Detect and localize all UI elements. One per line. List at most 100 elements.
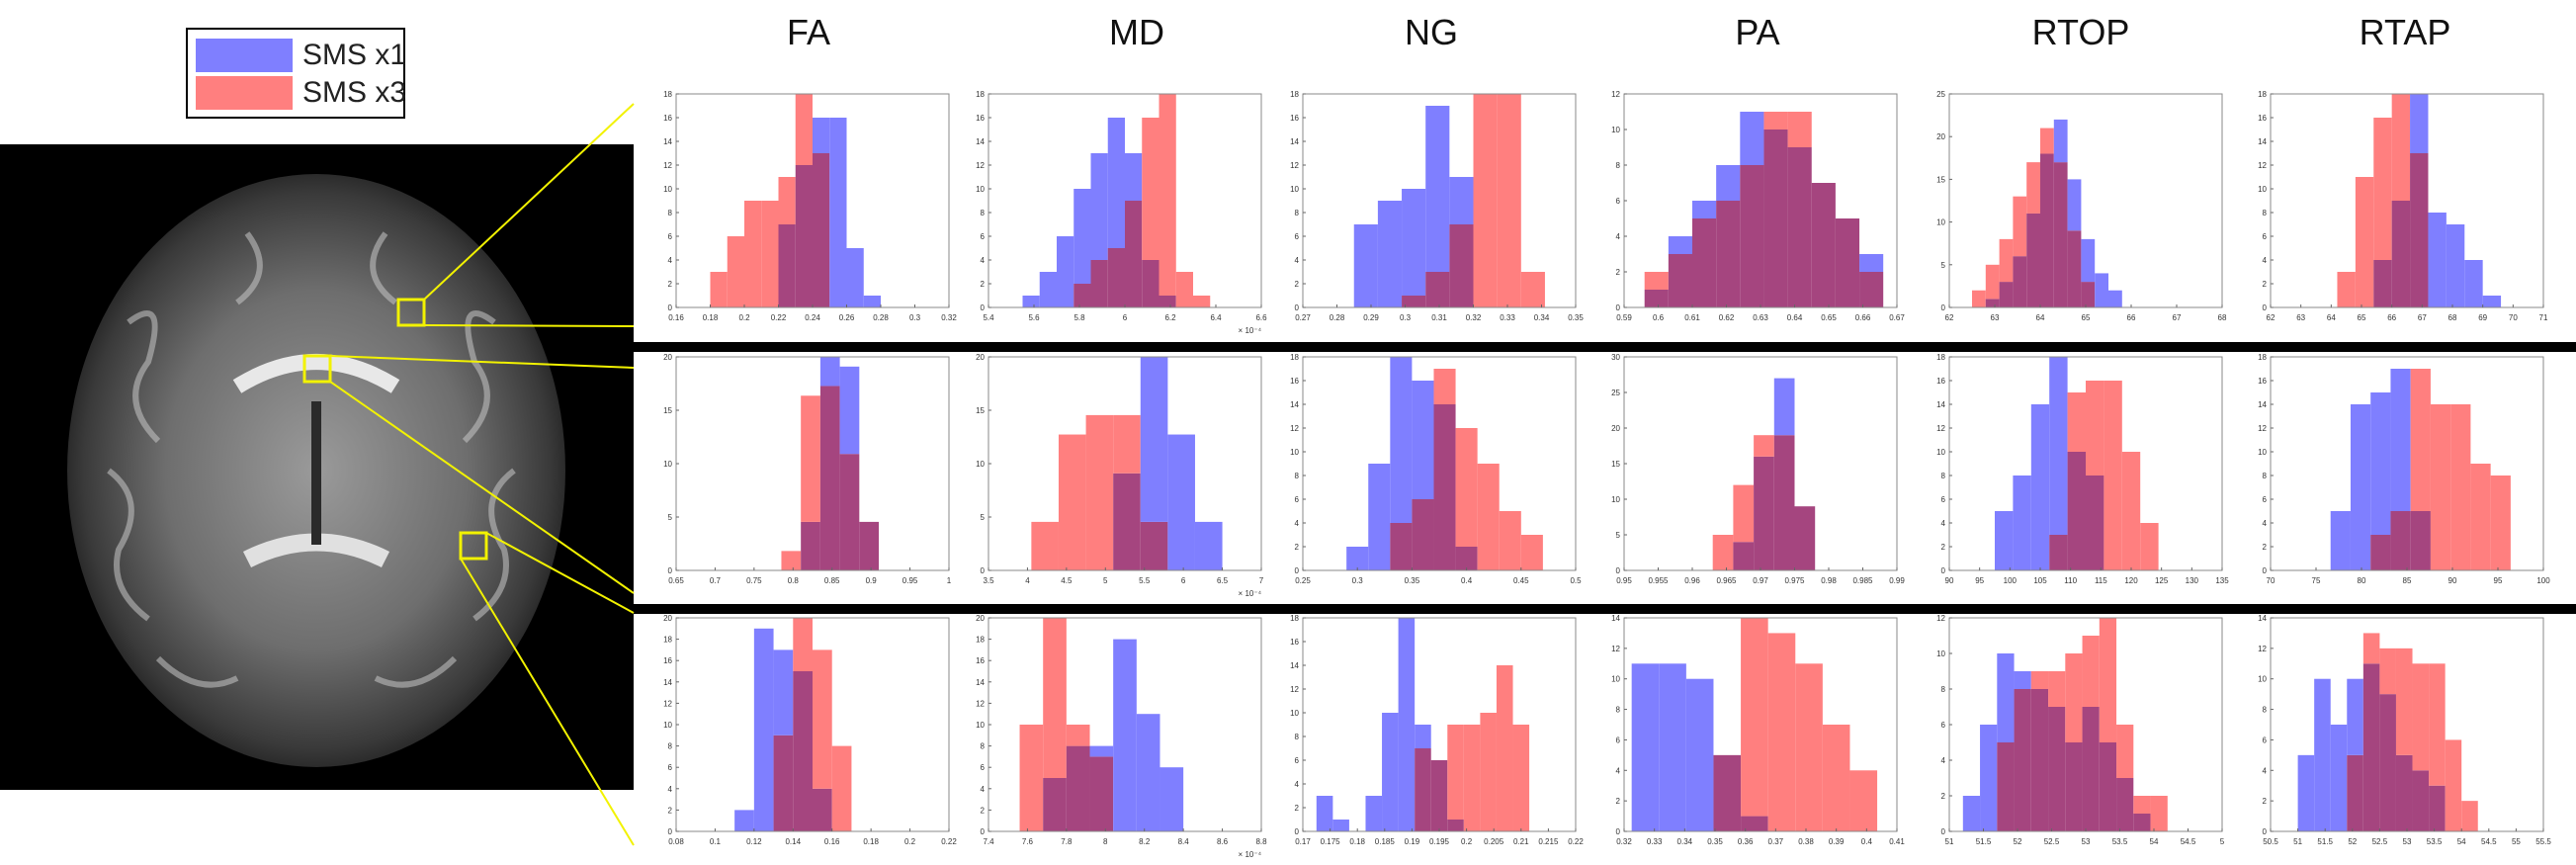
chart-fa-row3-xtick-label-0: 0.08 bbox=[668, 837, 684, 846]
chart-md-row2-sms-x3-bar-0 bbox=[1031, 521, 1059, 570]
chart-fa-row1-xtick-label-5: 0.26 bbox=[839, 313, 855, 322]
chart-md-row1-ytick-label-1: 2 bbox=[981, 280, 986, 289]
chart-rtap-row2-ytick-label-7: 14 bbox=[2258, 400, 2267, 409]
chart-ng-row3-sms-x1-bar-4 bbox=[1382, 713, 1399, 831]
chart-rtop-row2-ytick-label-8: 16 bbox=[1936, 377, 1945, 386]
chart-rtop-row1-ytick-label-1: 5 bbox=[1941, 261, 1946, 270]
chart-rtap-row3-xtick-label-3: 52 bbox=[2348, 837, 2357, 846]
chart-fa-row1-sms-x1-bar-6 bbox=[813, 118, 830, 153]
chart-ng-row3-sms-x1-bar-0 bbox=[1316, 796, 1333, 831]
chart-rtap-row2-sms-x3-bar-8 bbox=[2490, 476, 2511, 570]
chart-md-row3-ytick-label-4: 8 bbox=[981, 742, 986, 751]
chart-ng-row2-sms-x1-bar-3 bbox=[1412, 381, 1434, 499]
chart-pa-row1-xtick-label-1: 0.6 bbox=[1653, 313, 1665, 322]
chart-fa-row3-ytick-label-8: 16 bbox=[663, 656, 672, 665]
chart-ng-row3-ytick-label-3: 6 bbox=[1295, 756, 1300, 765]
chart-rtop-row1-sms-x1-bar-8 bbox=[2081, 238, 2096, 283]
chart-pa-row1-overlap-bar-2 bbox=[1692, 218, 1717, 307]
chart-rtop-row3-overlap-bar-10 bbox=[2133, 814, 2151, 831]
chart-md-row3-ytick-label-0: 0 bbox=[981, 827, 986, 836]
chart-md-row3-xtick-label-5: 8.4 bbox=[1178, 837, 1190, 846]
chart-rtap-row3-xtick-label-10: 55.5 bbox=[2535, 837, 2551, 846]
chart-rtap-row3-sms-x3-bar-9 bbox=[2445, 739, 2462, 831]
chart-rtap-row1-xtick-label-0: 62 bbox=[2267, 313, 2275, 322]
chart-md-row1-sms-x1-bar-4 bbox=[1090, 153, 1108, 260]
chart-rtop-row1-overlap-bar-3 bbox=[2013, 256, 2027, 307]
chart-pa-row3-sms-x1-bar-0 bbox=[1631, 663, 1660, 831]
chart-md-row3-ytick-label-3: 6 bbox=[981, 763, 986, 772]
chart-rtap-row3-xtick-label-9: 55 bbox=[2512, 837, 2521, 846]
chart-ng-row2-sms-x3-bar-4 bbox=[1433, 369, 1456, 404]
chart-rtop-row1-xtick-label-5: 67 bbox=[2173, 313, 2182, 322]
corpus-callosum-genu bbox=[232, 354, 400, 393]
chart-ng-row1-ytick-label-7: 14 bbox=[1290, 137, 1299, 146]
chart-rtap-row2-ytick-label-6: 12 bbox=[2258, 424, 2267, 433]
chart-fa-row2-xtick-label-3: 0.8 bbox=[788, 576, 800, 585]
chart-md-row2-sms-x1-bar-5 bbox=[1167, 434, 1195, 570]
chart-rtap-row3-sms-x1-bar-0 bbox=[2297, 754, 2315, 831]
chart-pa-row3-ytick-label-4: 8 bbox=[1616, 706, 1621, 715]
chart-rtap-row2-ytick-label-4: 8 bbox=[2263, 472, 2268, 480]
chart-fa-row3: 0.08 0.1 0.12 0.14 0.16 0.18 0.2 0.22 0 2 4 6 8 10 12 1… bbox=[663, 614, 957, 846]
chart-ng-row3-sms-x1-bar-1 bbox=[1332, 820, 1349, 831]
chart-md-row3-sms-x1-bar-5 bbox=[1136, 714, 1160, 831]
chart-rtap-row1-ytick-label-1: 2 bbox=[2263, 280, 2268, 289]
chart-ng-row3-xtick-label-1: 0.175 bbox=[1321, 837, 1341, 846]
chart-rtap-row3-ytick-label-2: 4 bbox=[2263, 766, 2268, 775]
chart-md-row1: 5.4 5.6 5.8 6 6.2 6.4 6.6 0 2 4 6 8 10 12 14 16 18 × 10⁻⁴ bbox=[976, 90, 1267, 335]
chart-rtop-row2-xtick-label-8: 130 bbox=[2186, 576, 2199, 585]
chart-pa-row3-ytick-label-1: 2 bbox=[1616, 797, 1621, 806]
chart-pa-row2-overlap-bar-1 bbox=[1733, 542, 1755, 570]
chart-rtop-row1-sms-x3-bar-5 bbox=[2040, 128, 2054, 154]
chart-fa-row3-ytick-label-5: 10 bbox=[663, 721, 672, 730]
chart-md-row1-xtick-label-4: 6.2 bbox=[1164, 313, 1176, 322]
chart-fa-row2-ytick-label-1: 5 bbox=[668, 513, 673, 522]
roi-box-2 bbox=[302, 354, 332, 384]
chart-md-row2-sms-x3-bar-2 bbox=[1085, 414, 1114, 570]
chart-rtap-row3: 50.5 51 51.5 52 52.5 53 53.5 54 54.5 55 55.5 0 2 4 6 8 1… bbox=[2258, 614, 2551, 846]
chart-rtap-row3-xtick-label-6: 53.5 bbox=[2427, 837, 2443, 846]
chart-rtap-row1-ytick-label-7: 14 bbox=[2258, 137, 2267, 146]
chart-pa-row2-ytick-label-0: 0 bbox=[1616, 566, 1621, 575]
chart-md-row1-ytick-label-0: 0 bbox=[981, 303, 986, 312]
chart-rtap-row1-sms-x1-bar-7 bbox=[2464, 260, 2483, 307]
chart-pa-row1-xtick-label-4: 0.63 bbox=[1753, 313, 1768, 322]
chart-ng-row3-overlap-bar-6 bbox=[1415, 748, 1431, 831]
chart-fa-row3-xtick-label-2: 0.12 bbox=[746, 837, 762, 846]
chart-ng-row3-xtick-label-8: 0.21 bbox=[1513, 837, 1529, 846]
chart-ng-row1-xtick-label-1: 0.28 bbox=[1330, 313, 1345, 322]
chart-fa-row3-sms-x3-bar-3 bbox=[793, 618, 813, 671]
chart-rtop-row1-ytick-label-3: 15 bbox=[1936, 175, 1945, 184]
chart-pa-row2-ytick-label-4: 20 bbox=[1611, 424, 1620, 433]
chart-fa-row3-sms-x1-bar-1 bbox=[753, 628, 774, 831]
chart-fa-row1-xtick-label-2: 0.2 bbox=[738, 313, 750, 322]
chart-rtop-row3-sms-x1-bar-0 bbox=[1962, 796, 1981, 831]
chart-ng-row1-xtick-label-7: 0.34 bbox=[1534, 313, 1550, 322]
chart-ng-row3-ytick-label-2: 4 bbox=[1295, 780, 1300, 789]
chart-rtop-row2-ytick-label-4: 8 bbox=[1941, 472, 1946, 480]
chart-fa-row1-ytick-label-1: 2 bbox=[668, 280, 673, 289]
column-title-pa: PA bbox=[1735, 12, 1780, 52]
chart-rtap-row1-xtick-label-4: 66 bbox=[2387, 313, 2396, 322]
chart-ng-row3-ytick-label-6: 12 bbox=[1290, 685, 1299, 694]
chart-pa-row2-sms-x3-bar-0 bbox=[1712, 535, 1734, 570]
chart-rtop-row3: 51 51.5 52 52.5 53 53.5 54 54.5 5 0 2 4 6 8 10 12 bbox=[1936, 614, 2225, 846]
chart-rtap-row3-ytick-label-1: 2 bbox=[2263, 797, 2268, 806]
chart-pa-row1-ytick-label-4: 8 bbox=[1616, 161, 1621, 170]
chart-fa-row1-xtick-label-1: 0.18 bbox=[703, 313, 719, 322]
chart-fa-row1-sms-x1-bar-7 bbox=[829, 118, 847, 307]
chart-rtap-row1-frame bbox=[2270, 93, 2544, 308]
chart-md-row1-ytick-label-3: 6 bbox=[981, 232, 986, 241]
chart-rtop-row2-ytick-label-6: 12 bbox=[1936, 424, 1945, 433]
chart-ng-row1-overlap-bar-4 bbox=[1449, 224, 1474, 307]
chart-md-row2-sms-x3-bar-1 bbox=[1058, 434, 1086, 570]
chart-fa-row2-xtick-label-7: 1 bbox=[947, 576, 952, 585]
chart-ng-row3-xtick-label-6: 0.2 bbox=[1461, 837, 1473, 846]
chart-ng-row3: 0.17 0.175 0.18 0.185 0.19 0.195 0.2 0.205 0.21 0… bbox=[1290, 614, 1584, 846]
chart-pa-row1-overlap-bar-3 bbox=[1716, 201, 1741, 307]
chart-rtap-row1-sms-x3-bar-2 bbox=[2373, 118, 2392, 260]
chart-rtap-row1-xtick-label-5: 67 bbox=[2418, 313, 2427, 322]
chart-fa-row1-overlap-bar-4 bbox=[778, 224, 796, 307]
chart-rtop-row3-overlap-bar-4 bbox=[2030, 689, 2049, 831]
chart-pa-row1-sms-x1-bar-1 bbox=[1668, 236, 1692, 254]
